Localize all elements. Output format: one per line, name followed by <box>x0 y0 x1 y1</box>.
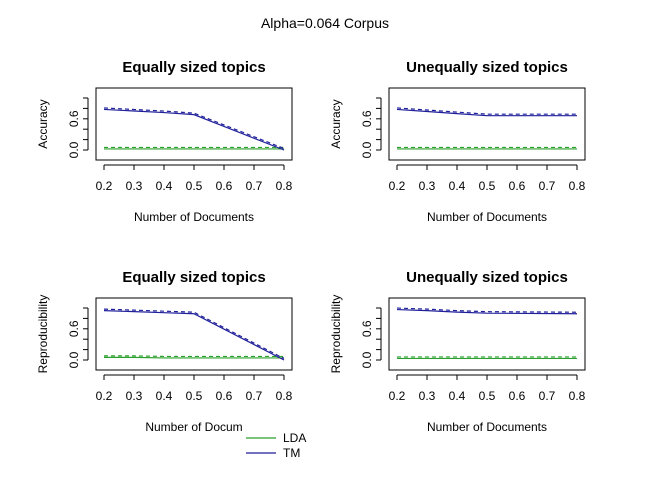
series-band-tm <box>103 107 285 150</box>
x-tick-label: 0.2 <box>389 179 406 193</box>
x-axis-label: Number of Documents <box>427 420 547 434</box>
y-tick-label: 0.6 <box>67 320 81 337</box>
legend: LDA TM <box>246 431 306 460</box>
panel-title: Equally sized topics <box>122 269 265 286</box>
series-line-tm <box>103 108 285 151</box>
x-tick-label: 0.7 <box>246 179 263 193</box>
series-line-tm <box>396 308 578 315</box>
x-tick-label: 0.7 <box>539 179 556 193</box>
panel-title: Unequally sized topics <box>406 59 568 76</box>
y-axis-label: Reproducibility <box>329 295 343 374</box>
x-tick-label: 0.4 <box>449 179 466 193</box>
x-axis-label: Number of Documents <box>134 210 254 224</box>
x-tick-label: 0.5 <box>479 179 496 193</box>
y-tick-label: 0.0 <box>360 351 374 368</box>
x-tick-label: 0.5 <box>479 389 496 403</box>
series-band-tm <box>396 307 578 313</box>
x-tick-label: 0.4 <box>156 389 173 403</box>
y-axis-label: Reproducibility <box>36 295 50 374</box>
y-tick-label: 0.0 <box>360 141 374 158</box>
x-tick-label: 0.5 <box>186 389 203 403</box>
legend-label-lda: LDA <box>283 431 306 445</box>
plot-frame <box>95 87 293 161</box>
y-tick-label: 0.6 <box>67 110 81 127</box>
x-tick-label: 0.3 <box>419 179 436 193</box>
x-tick-label: 0.3 <box>126 389 143 403</box>
series-line-tm <box>396 108 577 117</box>
x-tick-label: 0.6 <box>509 389 526 403</box>
panels: Equally sized topics 0.0 0.6 0.2 0.3 0.4 0.5 0.… <box>36 59 586 434</box>
series-band-tm <box>396 107 577 115</box>
x-tick-label: 0.8 <box>569 179 586 193</box>
panel-title: Unequally sized topics <box>406 269 568 286</box>
x-tick-label: 0.7 <box>246 389 263 403</box>
y-tick-label: 0.6 <box>360 320 374 337</box>
x-tick-label: 0.8 <box>276 179 293 193</box>
x-tick-label: 0.2 <box>96 179 113 193</box>
x-tick-label: 0.8 <box>276 389 293 403</box>
figure-title: Alpha=0.064 Corpus <box>261 15 389 31</box>
x-tick-label: 0.2 <box>389 389 406 403</box>
series-line-tm <box>103 310 285 361</box>
x-tick-label: 0.8 <box>569 389 586 403</box>
series-band-tm <box>103 308 285 360</box>
x-tick-label: 0.2 <box>96 389 113 403</box>
y-tick-label: 0.6 <box>360 110 374 127</box>
x-axis-label: Number of Docum <box>145 420 242 434</box>
y-axis-label: Accuracy <box>329 99 343 148</box>
panel-title: Equally sized topics <box>122 59 265 76</box>
x-axis-label: Number of Documents <box>427 210 547 224</box>
x-tick-label: 0.4 <box>156 179 173 193</box>
panel-2: Unequally sized topics 0.0 0.6 0.2 0.3 0.4 0.5… <box>329 59 586 224</box>
y-tick-label: 0.0 <box>67 351 81 368</box>
y-tick-label: 0.0 <box>67 141 81 158</box>
plot-frame <box>388 87 586 161</box>
legend-label-tm: TM <box>283 446 300 460</box>
x-tick-label: 0.7 <box>539 389 556 403</box>
plot-frame <box>388 297 586 371</box>
x-tick-label: 0.6 <box>509 179 526 193</box>
x-tick-label: 0.5 <box>186 179 203 193</box>
x-tick-label: 0.3 <box>126 179 143 193</box>
panel-1: Equally sized topics 0.0 0.6 0.2 0.3 0.4 0.5 0.… <box>36 59 293 224</box>
panel-4: Unequally sized topics 0.0 0.6 0.2 0.3 0.4 0.5… <box>329 269 586 434</box>
x-tick-label: 0.6 <box>216 179 233 193</box>
series-band-lda <box>104 355 284 358</box>
y-axis-label: Accuracy <box>36 99 50 148</box>
plot-frame <box>95 297 293 371</box>
x-tick-label: 0.6 <box>216 389 233 403</box>
x-tick-label: 0.4 <box>449 389 466 403</box>
panel-3: Equally sized topics 0.0 0.6 0.2 0.3 0.4 0.5 0.… <box>36 269 293 434</box>
x-tick-label: 0.3 <box>419 389 436 403</box>
series-line-lda <box>104 356 284 359</box>
